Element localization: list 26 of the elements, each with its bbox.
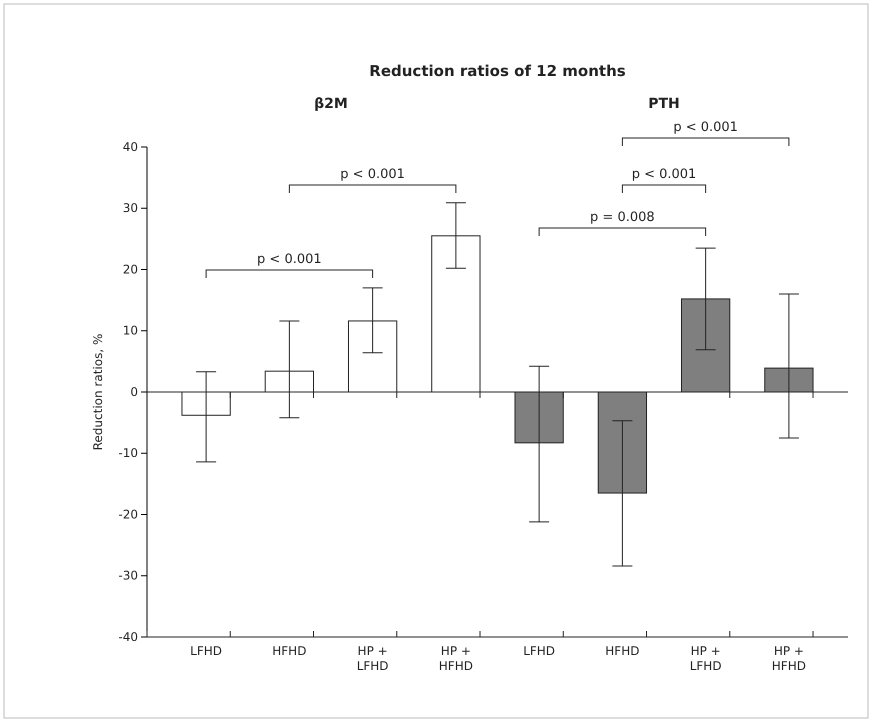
annotation: p < 0.001 — [340, 167, 405, 182]
annotation: p = 0.008 — [590, 210, 655, 225]
y-tick-label: 40 — [122, 140, 138, 154]
annotation: p < 0.001 — [632, 167, 696, 182]
x-tick-label: HFHD — [605, 644, 640, 658]
y-tick-label: -30 — [118, 568, 138, 583]
x-tick-label: HP + HFHD — [438, 644, 473, 673]
y-tick-label: 20 — [122, 262, 138, 276]
annotation: p < 0.001 — [257, 252, 322, 267]
text: p < 0.001 — [673, 120, 738, 135]
x-tick-label: HP + LFHD — [356, 644, 389, 673]
x-tick-label: LFHD — [190, 644, 222, 658]
y-tick-label: 10 — [122, 324, 138, 338]
text: β2M — [314, 96, 348, 112]
x-tick-label: HP + LFHD — [690, 644, 722, 673]
y-tick-label: -20 — [118, 507, 138, 522]
text: PTH — [648, 96, 680, 112]
y-tick-label: 30 — [122, 201, 138, 216]
y-tick-label: 0 — [130, 384, 138, 399]
y-tick-label: -40 — [118, 630, 138, 644]
x-tick-label: HFHD — [272, 644, 306, 658]
y-axis-title: Reduction ratios, % — [91, 334, 105, 450]
y-tick-label: -10 — [118, 446, 138, 460]
chart-title: Reduction ratios of 12 months — [369, 62, 626, 80]
x-tick-label: LFHD — [523, 644, 556, 658]
x-tick-label: HP + HFHD — [772, 644, 806, 673]
